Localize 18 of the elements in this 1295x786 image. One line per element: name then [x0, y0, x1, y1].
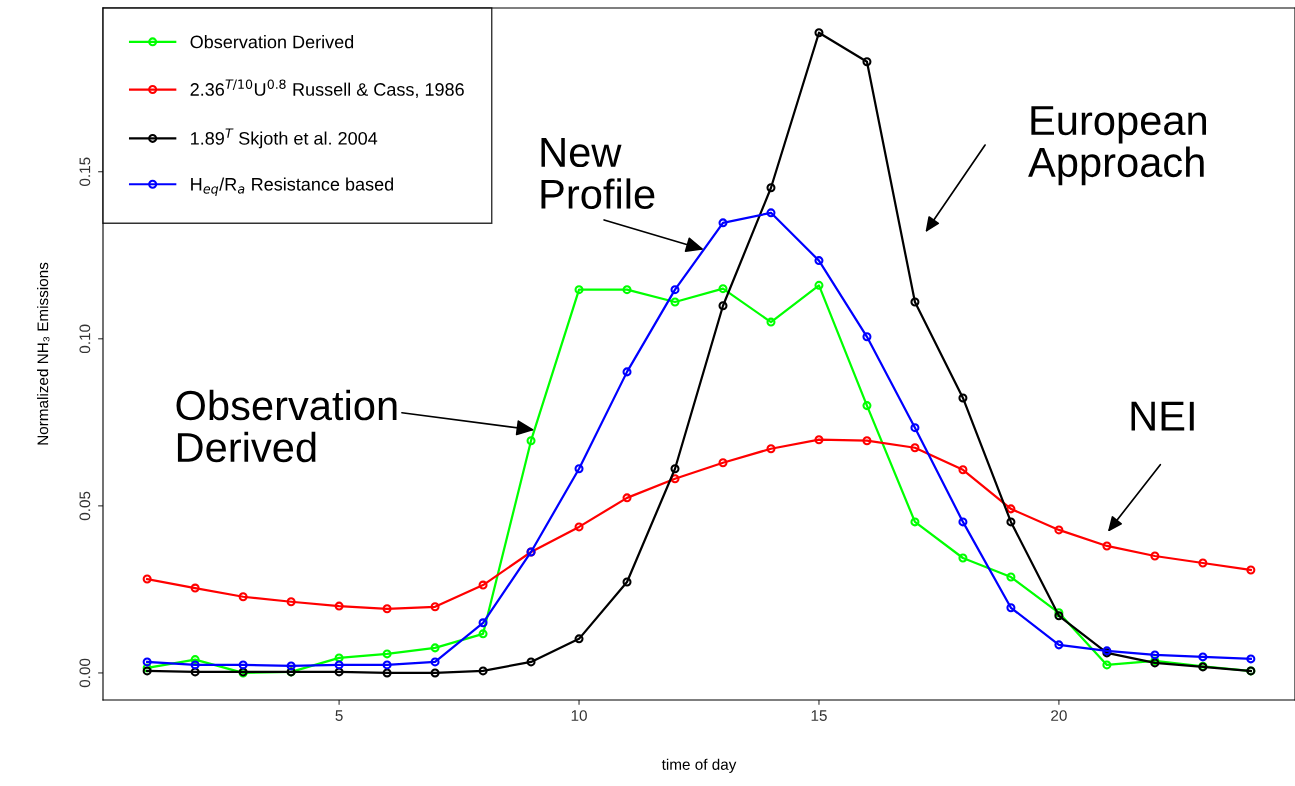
legend-label: Observation Derived	[190, 35, 354, 49]
x-axis-title: time of day	[661, 758, 737, 773]
x-tick-label: 5	[335, 710, 343, 721]
y-tick-label: 0.05	[79, 491, 91, 521]
legend-label: H$_{eq}$/R$_{a}$ Resistance based	[191, 177, 394, 197]
annotation: NEI	[1131, 401, 1194, 431]
y-tick-label: 0.10	[79, 324, 91, 354]
annotation: New Profile	[541, 138, 655, 209]
legend-label: 2.36$^{T/10}$U$^{0.8}$ Russell & Cass, 1986	[190, 79, 464, 99]
x-tick-label: 20	[1051, 710, 1067, 721]
y-axis-title: Normalized NH₃ Emissions	[37, 262, 50, 445]
y-tick-label: 0.15	[79, 157, 91, 186]
x-tick-label: 10	[571, 710, 587, 721]
y-tick-label: 0.00	[79, 658, 91, 688]
annotation: Observation Derived	[176, 389, 397, 463]
annotation: European Approach	[1028, 106, 1206, 186]
legend-label: 1.89$^{T}$ Skjoth et al. 2004	[191, 128, 378, 149]
x-tick-label: 15	[811, 710, 827, 721]
